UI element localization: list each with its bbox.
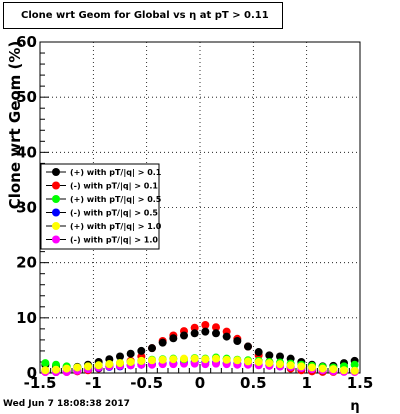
data-point bbox=[190, 323, 199, 332]
legend-entry: (+) with pT/|q| > 1.0 bbox=[70, 222, 162, 231]
legend-marker bbox=[52, 168, 60, 176]
data-point bbox=[94, 361, 103, 370]
data-point bbox=[137, 346, 146, 355]
data-point bbox=[190, 354, 199, 363]
legend-marker bbox=[52, 181, 60, 190]
data-point bbox=[190, 329, 199, 338]
data-point bbox=[116, 352, 124, 361]
y-tick-label: 60 bbox=[16, 33, 37, 51]
footer-date: Wed Jun 7 18:08:38 2017 bbox=[3, 399, 130, 409]
data-point bbox=[158, 355, 167, 364]
legend-entry: (-) with pT/|q| > 0.1 bbox=[70, 182, 158, 191]
legend-entry: (-) with pT/|q| > 1.0 bbox=[70, 236, 158, 245]
x-tick-label: 1.5 bbox=[347, 374, 374, 392]
y-tick-label: 30 bbox=[16, 199, 37, 217]
data-point bbox=[41, 366, 50, 375]
data-point bbox=[350, 366, 359, 375]
y-axis-label: Clone wrt Geom (%) bbox=[6, 41, 24, 210]
y-tick-label: 0 bbox=[27, 364, 37, 382]
data-point bbox=[212, 354, 220, 363]
data-point bbox=[276, 352, 284, 361]
data-point bbox=[222, 355, 231, 364]
data-point bbox=[116, 359, 124, 368]
data-point bbox=[318, 364, 327, 373]
legend-box bbox=[40, 163, 160, 250]
data-point bbox=[148, 344, 156, 353]
data-point bbox=[201, 327, 210, 336]
y-tick-label: 20 bbox=[16, 254, 37, 272]
y-tick-label: 10 bbox=[16, 309, 37, 327]
data-point bbox=[84, 362, 92, 371]
data-point bbox=[212, 323, 220, 332]
data-point bbox=[62, 364, 71, 373]
x-tick-label: -1.5 bbox=[24, 374, 57, 392]
legend-entry: (+) with pT/|q| > 0.5 bbox=[70, 195, 162, 204]
data-point bbox=[180, 354, 188, 363]
data-point bbox=[222, 332, 231, 341]
data-point bbox=[254, 348, 263, 357]
data-point bbox=[158, 338, 167, 347]
data-point bbox=[126, 357, 135, 366]
data-point bbox=[276, 360, 284, 369]
data-point bbox=[233, 356, 242, 365]
data-point bbox=[244, 357, 252, 366]
x-tick-label: 1 bbox=[301, 374, 311, 392]
data-point bbox=[286, 361, 295, 370]
data-point bbox=[201, 321, 210, 330]
data-point bbox=[212, 329, 220, 338]
data-point bbox=[105, 360, 114, 369]
data-point bbox=[340, 366, 348, 375]
x-axis-label: η bbox=[350, 399, 359, 414]
x-tick-label: 0 bbox=[195, 374, 205, 392]
x-tick-label: 0.5 bbox=[240, 374, 267, 392]
data-point bbox=[73, 363, 82, 372]
data-point bbox=[169, 355, 178, 364]
data-point bbox=[137, 356, 146, 365]
y-tick-label: 50 bbox=[16, 88, 37, 106]
data-point bbox=[233, 337, 242, 346]
data-point bbox=[329, 365, 338, 374]
data-point bbox=[297, 362, 306, 371]
data-point bbox=[350, 360, 359, 369]
data-point bbox=[308, 363, 316, 372]
chart-title: Clone wrt Geom for Global vs η at pT > 0… bbox=[3, 2, 283, 29]
data-point bbox=[254, 357, 263, 366]
legend-entry: (+) with pT/|q| > 0.1 bbox=[70, 168, 162, 177]
data-point bbox=[265, 351, 274, 360]
x-tick-label: -0.5 bbox=[130, 374, 163, 392]
legend-marker bbox=[52, 195, 60, 203]
data-point bbox=[169, 334, 178, 343]
data-point bbox=[126, 349, 135, 358]
data-point bbox=[244, 342, 252, 351]
legend-marker bbox=[52, 222, 60, 230]
data-point bbox=[180, 331, 188, 340]
legend-marker bbox=[52, 235, 60, 244]
x-tick-label: -1 bbox=[85, 374, 102, 392]
y-tick-label: 40 bbox=[16, 143, 37, 161]
data-point bbox=[41, 359, 50, 368]
data-point bbox=[201, 355, 210, 364]
legend-entry: (-) with pT/|q| > 0.5 bbox=[70, 209, 158, 218]
legend-marker bbox=[52, 208, 60, 217]
data-point bbox=[148, 356, 156, 365]
data-point bbox=[52, 365, 60, 374]
data-point bbox=[265, 359, 274, 368]
